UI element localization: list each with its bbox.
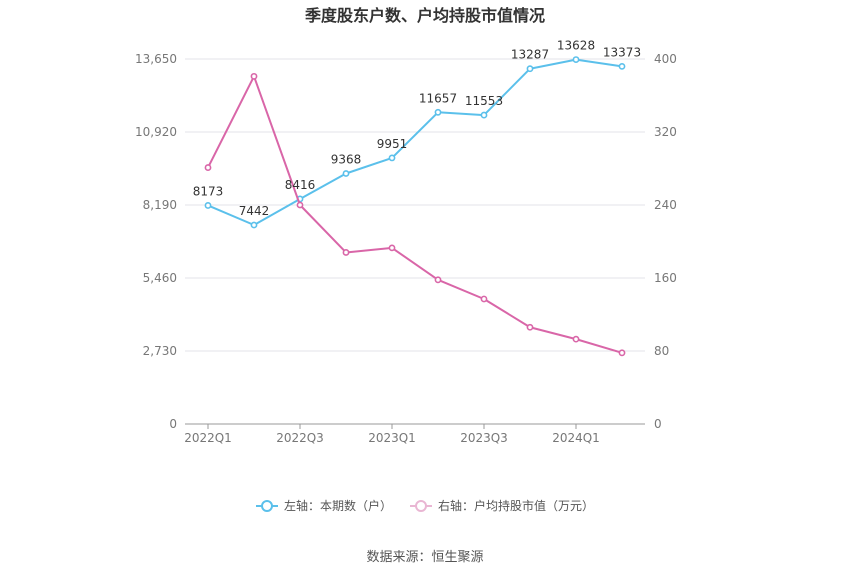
legend-marker-households-icon (255, 499, 278, 512)
chart-title: 季度股东户数、户均持股市值情况 (304, 6, 545, 25)
y-left-tick-label: 13,650 (135, 52, 177, 66)
data-point-avg-value (204, 164, 212, 171)
data-label: 13628 (557, 39, 595, 53)
data-point-households (204, 202, 212, 209)
data-point-avg-value (618, 349, 626, 357)
data-point-households (434, 108, 442, 116)
x-tick-label: 2022Q1 (184, 431, 232, 445)
y-left-tick-label: 0 (169, 417, 177, 431)
legend-item-households[interactable]: 左轴：本期数（户） (255, 497, 392, 514)
data-label: 11657 (419, 91, 457, 105)
data-point-households (618, 63, 626, 70)
data-point-households (342, 170, 350, 177)
data-label: 11553 (465, 94, 503, 108)
data-label: 9951 (377, 137, 408, 151)
x-tick-label: 2022Q3 (276, 431, 324, 445)
data-point-avg-value (480, 295, 488, 303)
y-right-tick-label: 80 (654, 344, 669, 358)
data-point-households (572, 56, 580, 63)
y-left-tick-label: 10,920 (135, 125, 177, 139)
legend-marker-avg-value-icon (410, 499, 432, 512)
data-point-avg-value (434, 276, 442, 284)
legend-item-avg-value[interactable]: 右轴：户均持股市值（万元） (410, 497, 594, 514)
data-label: 7442 (239, 204, 270, 218)
y-right-tick-label: 0 (654, 417, 662, 431)
data-point-avg-value (296, 201, 304, 209)
series-line-households (207, 58, 623, 227)
data-point-avg-value (388, 244, 396, 252)
data-point-households (480, 111, 488, 119)
series-line-avg-value (207, 75, 623, 354)
y-right-tick-label: 320 (654, 125, 677, 139)
data-point-households (388, 154, 396, 162)
y-left-tick-label: 8,190 (143, 198, 177, 212)
data-point-avg-value (250, 72, 258, 80)
legend-label-avg-value: 右轴：户均持股市值（万元） (438, 499, 595, 513)
data-label: 13373 (603, 45, 641, 59)
legend: 左轴：本期数（户） 右轴：户均持股市值（万元） (0, 497, 850, 514)
data-point-households (250, 221, 258, 229)
y-right-tick-label: 160 (654, 271, 677, 285)
y-left-tick-label: 2,730 (143, 344, 177, 358)
data-point-avg-value (526, 323, 534, 331)
y-right-tick-label: 400 (654, 52, 677, 66)
source-note: 数据来源：恒生聚源 (366, 550, 484, 565)
y-right-tick-label: 240 (654, 198, 677, 212)
data-label: 8416 (285, 178, 316, 192)
data-point-households (526, 65, 534, 73)
data-point-avg-value (572, 335, 580, 343)
x-tick-label: 2024Q1 (552, 431, 600, 445)
data-label: 8173 (193, 184, 224, 198)
legend-label-households: 左轴：本期数（户） (283, 499, 392, 513)
y-left-tick-label: 5,460 (143, 271, 177, 285)
data-point-avg-value (342, 249, 350, 256)
x-tick-label: 2023Q1 (368, 431, 416, 445)
data-label: 9368 (331, 153, 362, 167)
data-label: 13287 (511, 48, 549, 62)
x-tick-label: 2023Q3 (460, 431, 508, 445)
